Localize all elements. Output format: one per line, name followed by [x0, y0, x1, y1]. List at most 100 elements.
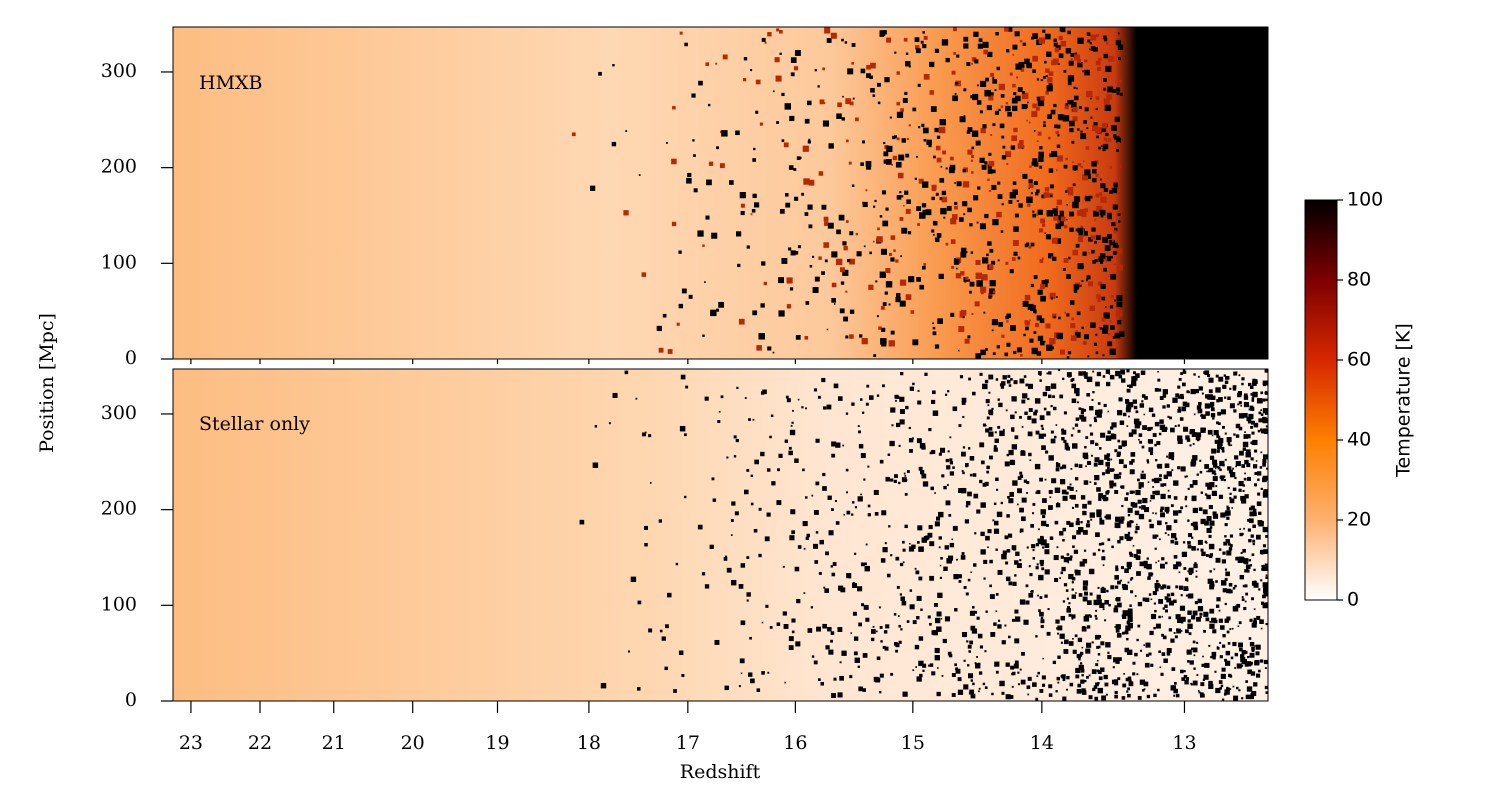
speck	[1048, 684, 1053, 689]
speck	[1182, 382, 1186, 387]
speck	[1116, 633, 1122, 638]
speck	[938, 511, 944, 518]
speck	[1238, 689, 1241, 692]
speck	[1045, 523, 1049, 527]
speck	[1065, 102, 1069, 106]
speck	[1127, 676, 1132, 680]
speck	[860, 398, 863, 401]
speck	[1104, 515, 1107, 519]
speck	[1000, 501, 1003, 505]
speck	[729, 180, 734, 185]
speck	[1066, 446, 1071, 451]
speck	[1076, 311, 1081, 316]
speck	[1039, 596, 1043, 599]
y-tick-label: 200	[101, 498, 137, 520]
speck	[1078, 407, 1082, 411]
speck	[887, 453, 891, 456]
speck	[678, 650, 684, 656]
speck	[1120, 516, 1125, 521]
speck	[846, 573, 852, 579]
speck	[1110, 325, 1115, 330]
speck	[958, 424, 962, 428]
speck	[838, 585, 844, 591]
speck	[1259, 428, 1263, 432]
speck	[1235, 460, 1241, 467]
speck	[1068, 573, 1074, 580]
speck	[1137, 499, 1142, 504]
speck	[938, 536, 942, 540]
speck	[1067, 606, 1071, 610]
speck	[673, 689, 677, 693]
speck	[1061, 489, 1067, 495]
speck	[923, 73, 930, 80]
speck	[923, 263, 927, 266]
speck	[1090, 116, 1093, 119]
speck	[1250, 392, 1254, 396]
speck	[827, 495, 832, 500]
speck	[1019, 599, 1026, 605]
speck	[1096, 645, 1100, 649]
speck	[1056, 546, 1059, 549]
speck	[1150, 663, 1154, 667]
speck	[820, 682, 824, 686]
speck	[1126, 690, 1129, 693]
speck	[936, 611, 942, 617]
speck	[1215, 557, 1221, 563]
speck	[1157, 560, 1160, 562]
speck	[1011, 396, 1017, 402]
speck	[1028, 179, 1033, 184]
x-tick-label: 19	[485, 732, 509, 754]
speck	[801, 192, 805, 196]
speck	[967, 664, 970, 667]
speck	[851, 184, 855, 187]
speck	[1255, 651, 1260, 656]
speck	[870, 637, 875, 642]
speck	[1044, 33, 1051, 40]
x-axis-label: Redshift	[680, 761, 761, 783]
speck	[761, 621, 764, 624]
speck	[1197, 375, 1200, 378]
speck	[1097, 653, 1101, 656]
speck	[1078, 664, 1085, 671]
speck	[1156, 580, 1159, 583]
speck	[1045, 450, 1049, 454]
speck	[1249, 385, 1254, 389]
speck	[1173, 599, 1177, 604]
speck	[1014, 574, 1017, 577]
speck	[850, 632, 853, 634]
speck	[1067, 486, 1071, 490]
speck	[949, 471, 955, 476]
speck	[851, 582, 858, 588]
speck	[1100, 196, 1107, 203]
speck	[1265, 622, 1268, 626]
speck	[1149, 523, 1154, 529]
speck	[898, 640, 902, 644]
speck	[1089, 406, 1094, 411]
speck	[1082, 174, 1089, 181]
speck	[980, 502, 986, 508]
speck	[836, 113, 842, 119]
speck	[1210, 407, 1215, 412]
speck	[870, 62, 876, 69]
speck	[1161, 652, 1166, 656]
x-tick-label: 18	[577, 732, 601, 754]
speck	[830, 565, 834, 568]
speck	[944, 393, 948, 396]
speck	[678, 250, 682, 254]
speck	[964, 338, 970, 344]
speck	[1082, 596, 1088, 602]
speck	[1241, 377, 1245, 381]
speck	[918, 178, 924, 184]
speck	[1028, 182, 1034, 189]
speck	[1085, 195, 1091, 202]
speck	[1078, 593, 1083, 597]
speck	[1254, 471, 1258, 475]
speck	[985, 77, 990, 82]
speck	[1110, 433, 1117, 440]
speck	[1257, 429, 1261, 433]
speck	[1060, 40, 1067, 47]
speck	[992, 79, 998, 84]
speck	[1233, 371, 1238, 376]
speck	[1027, 397, 1030, 401]
speck	[1243, 477, 1247, 481]
